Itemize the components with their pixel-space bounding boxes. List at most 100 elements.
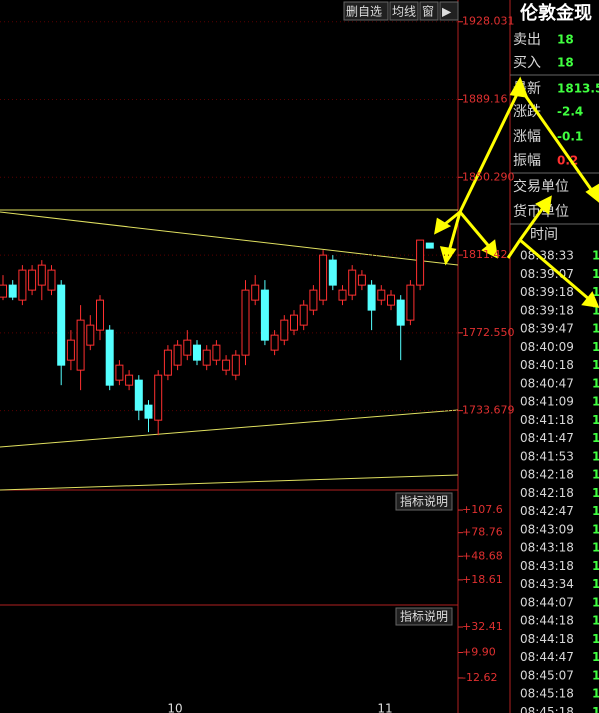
indicator-label[interactable]: 指标说明 [400, 609, 448, 624]
candle-body [338, 289, 347, 301]
candle-body [406, 284, 415, 321]
candle-body [396, 299, 405, 326]
tick-value: 1 [592, 705, 599, 713]
frame [0, 0, 511, 713]
y-tick-label: 1889.16 [462, 93, 508, 106]
candle-body [105, 329, 114, 386]
candle-body [231, 354, 240, 376]
candle-body [163, 349, 172, 376]
tick-value: 1 [592, 632, 599, 646]
toolbar-button[interactable] [389, 1, 419, 21]
tick-time: 08:44:18 [520, 614, 574, 628]
y-tick-label: +18.61 [462, 573, 503, 586]
candle-body [328, 259, 337, 286]
row-value: 18 [557, 56, 574, 70]
y-tick-label: +9.90 [462, 645, 496, 658]
tick-value: 1 [592, 504, 599, 518]
tick-value: 1 [592, 340, 599, 354]
panel-title: 伦敦金现 [520, 2, 592, 24]
toolbar-label[interactable]: 窗 [422, 5, 434, 19]
tick-time: 08:44:47 [520, 650, 574, 664]
annotation-arrows [434, 76, 599, 308]
tick-time: 08:41:18 [520, 413, 574, 427]
row-label: 卖出 [513, 32, 541, 48]
candle-body [299, 304, 308, 326]
indicator-button[interactable] [395, 607, 453, 626]
toolbar-label[interactable]: ▶ [442, 5, 452, 19]
tick-time: 08:43:34 [520, 577, 574, 591]
tick-value: 1 [592, 303, 599, 317]
tick-time: 08:43:09 [520, 522, 574, 536]
x-label: 10 [167, 702, 182, 713]
row-value: 18 [557, 33, 574, 47]
tick-value: 1 [592, 249, 599, 263]
y-tick-label: +32.41 [462, 620, 503, 633]
tick-time: 08:39:18 [520, 303, 574, 317]
tick-time: 08:39:07 [520, 267, 574, 281]
tick-value: 1 [592, 577, 599, 591]
toolbar-button[interactable] [439, 1, 459, 21]
candle-body [212, 344, 221, 361]
tick-value: 1 [592, 468, 599, 482]
candle-body [319, 254, 328, 301]
tick-value: 1 [592, 668, 599, 682]
candle-body [154, 374, 163, 421]
toolbar-label[interactable]: 均线 [392, 5, 416, 19]
candle-body [387, 294, 395, 306]
tick-value: 1 [592, 486, 599, 500]
candle-body [251, 284, 260, 301]
tick-value: 1 [592, 267, 599, 281]
tick-time: 08:41:47 [520, 431, 574, 445]
candle-body [76, 319, 85, 371]
tick-time: 08:45:18 [520, 705, 574, 713]
tick-value: 1 [592, 449, 599, 463]
tick-time: 08:41:53 [520, 449, 574, 463]
tick-value: 1 [592, 522, 599, 536]
tick-time: 08:39:18 [520, 285, 574, 299]
candle-body [357, 274, 366, 286]
tick-time: 08:42:47 [520, 504, 574, 518]
candle-body [66, 339, 75, 361]
tick-value: 1 [592, 358, 599, 372]
candle-body [144, 404, 153, 419]
y-tick-label: +78.76 [462, 526, 503, 539]
tick-value: 1 [592, 322, 599, 336]
candle-body [290, 314, 298, 331]
row-value: -0.1 [557, 130, 583, 144]
candle-body [125, 374, 134, 386]
tick-time: 08:45:07 [520, 668, 574, 682]
candle-body [47, 269, 56, 291]
trend-lines [0, 209, 458, 491]
indicator-label[interactable]: 指标说明 [400, 494, 448, 509]
tick-time: 08:42:18 [520, 486, 574, 500]
candle-body [28, 269, 37, 291]
tick-time: 08:41:09 [520, 395, 574, 409]
tick-time: 08:44:18 [520, 632, 574, 646]
tick-time: 08:38:33 [520, 249, 574, 263]
tick-time: 08:40:09 [520, 340, 574, 354]
toolbar-button[interactable] [343, 1, 389, 21]
candle-body [57, 284, 66, 366]
candle-body [115, 364, 124, 381]
candle-body [96, 299, 104, 331]
toolbar-label[interactable]: 删自选 [346, 5, 382, 19]
row-label: 交易单位 [513, 178, 569, 195]
candle-body [377, 289, 386, 301]
toolbar-button[interactable] [419, 1, 439, 21]
row-value: 1813.5 [557, 82, 599, 96]
candle-body [173, 344, 182, 366]
x-label: 11 [377, 702, 392, 713]
y-tick-label: 1928.031 [462, 15, 515, 28]
tick-time: 08:39:47 [520, 322, 574, 336]
candle-body [8, 284, 17, 298]
candle-body [280, 319, 289, 341]
indicator-button[interactable] [395, 492, 453, 511]
tick-value: 1 [592, 614, 599, 628]
candle-body [260, 289, 269, 341]
tick-time: 08:43:18 [520, 541, 574, 555]
tick-value: 1 [592, 541, 599, 555]
candle-body [241, 289, 250, 356]
candle-body [309, 289, 318, 311]
y-tick-label: -12.62 [462, 671, 497, 684]
tick-time: 08:44:07 [520, 595, 574, 609]
